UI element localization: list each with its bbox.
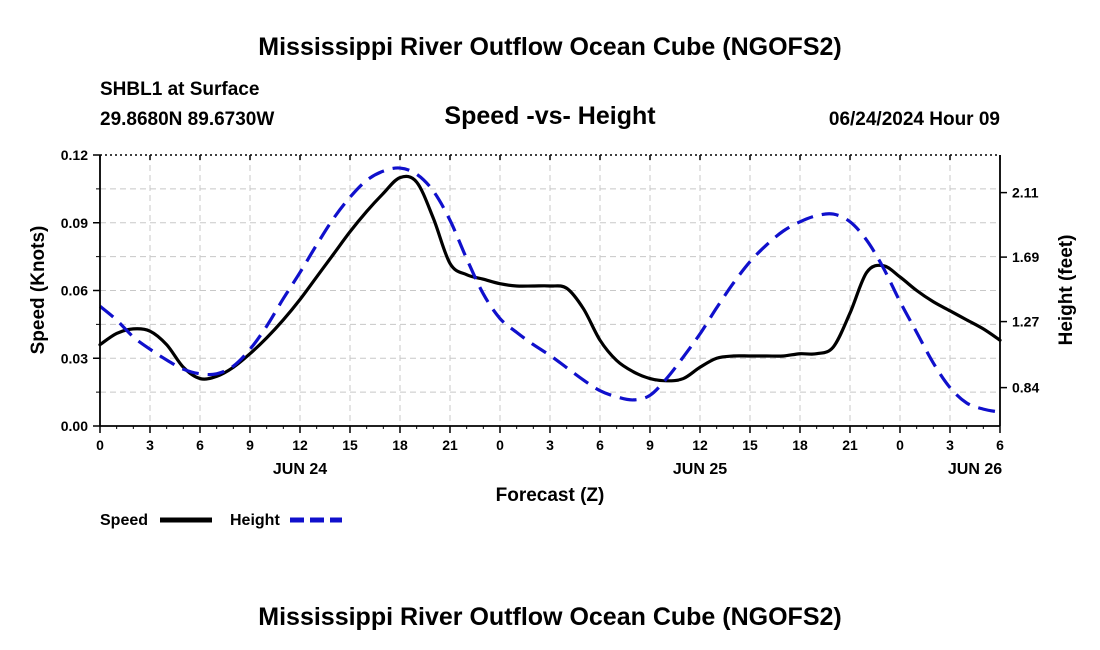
y2-tick-label: 1.27: [1012, 314, 1039, 330]
x-tick-label: 21: [442, 437, 458, 453]
day-label: JUN 26: [948, 461, 1002, 478]
x-tick-label: 3: [946, 437, 954, 453]
legend-label-speed: Speed: [100, 512, 148, 529]
y-tick-label: 0.03: [61, 350, 88, 366]
x-tick-label: 0: [896, 437, 904, 453]
chart-subtitle: Speed -vs- Height: [444, 102, 656, 130]
x-tick-label: 6: [596, 437, 604, 453]
legend: Speed Height: [100, 512, 342, 529]
footer-title: Mississippi River Outflow Ocean Cube (NG…: [258, 603, 841, 631]
grid-layer: [100, 155, 1000, 426]
x-axis-label: Forecast (Z): [496, 485, 605, 506]
x-tick-label: 15: [742, 437, 758, 453]
x-tick-label: 12: [292, 437, 308, 453]
x-tick-label: 6: [996, 437, 1004, 453]
x-tick-label: 12: [692, 437, 708, 453]
x-tick-label: 18: [792, 437, 808, 453]
legend-label-height: Height: [230, 512, 280, 529]
y-tick-label: 0.06: [61, 283, 88, 299]
series-line-speed: [98, 174, 1002, 383]
x-tick-label: 15: [342, 437, 358, 453]
station-name: SHBL1 at Surface: [100, 79, 259, 100]
y2-axis-label: Height (feet): [1056, 235, 1077, 346]
ticks-layer: 0 3 6 9 12 15 18 21 0 3 6 9 12 15 18 21 0 3 6 JUN 24 JUN 25 J…: [61, 147, 1040, 478]
x-tick-label: 3: [146, 437, 154, 453]
y2-tick-label: 0.84: [1012, 380, 1039, 396]
y-tick-label: 0.09: [61, 215, 88, 231]
x-tick-label: 18: [392, 437, 408, 453]
x-tick-label: 0: [96, 437, 104, 453]
y-tick-label: 0.12: [61, 147, 88, 163]
x-tick-label: 9: [246, 437, 254, 453]
forecast-datetime: 06/24/2024 Hour 09: [829, 109, 1000, 130]
day-label: JUN 24: [273, 461, 327, 478]
y-axis-label: Speed (Knots): [28, 226, 49, 355]
chart-title: Mississippi River Outflow Ocean Cube (NG…: [258, 33, 841, 61]
y-tick-label: 0.00: [61, 418, 88, 434]
x-tick-label: 3: [546, 437, 554, 453]
x-tick-label: 0: [496, 437, 504, 453]
y2-tick-label: 2.11: [1012, 185, 1039, 201]
x-tick-label: 6: [196, 437, 204, 453]
day-label: JUN 25: [673, 461, 727, 478]
x-tick-label: 9: [646, 437, 654, 453]
x-tick-label: 21: [842, 437, 858, 453]
series-line-height: [98, 166, 1001, 414]
series-layer: [98, 166, 1002, 414]
station-coordinates: 29.8680N 89.6730W: [100, 109, 274, 130]
y2-tick-label: 1.69: [1012, 249, 1039, 265]
